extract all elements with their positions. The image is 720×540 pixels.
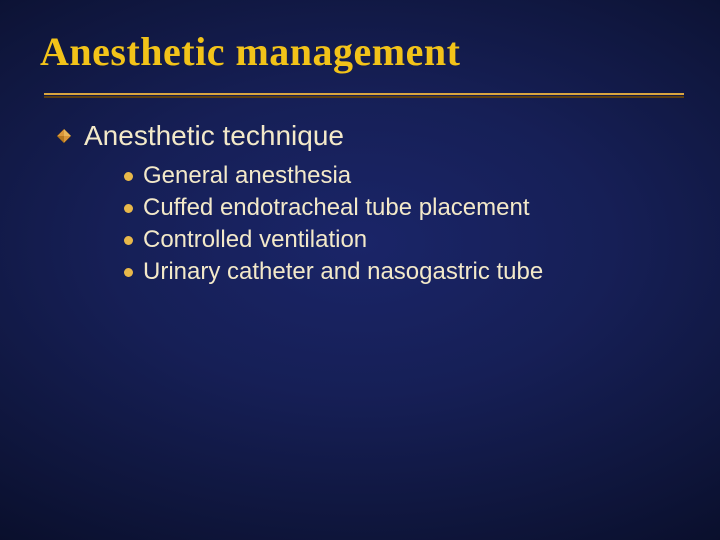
bullet-level1-item: Anesthetic technique	[56, 120, 680, 152]
bullet-level2-item: Controlled ventilation	[124, 226, 680, 254]
disc-bullet-icon	[124, 236, 133, 245]
level1-text: Anesthetic technique	[84, 120, 344, 152]
level2-text: General anesthesia	[143, 162, 351, 190]
disc-bullet-icon	[124, 268, 133, 277]
divider-line-top	[44, 93, 684, 95]
slide-title: Anesthetic management	[40, 28, 680, 75]
divider-line-bottom	[44, 96, 684, 98]
level2-group: General anesthesia Cuffed endotracheal t…	[124, 162, 680, 286]
level2-text: Controlled ventilation	[143, 226, 367, 254]
level2-text: Cuffed endotracheal tube placement	[143, 194, 530, 222]
diamond-bullet-icon	[56, 128, 72, 144]
bullet-level2-item: Cuffed endotracheal tube placement	[124, 194, 680, 222]
bullet-level2-item: General anesthesia	[124, 162, 680, 190]
bullet-level2-item: Urinary catheter and nasogastric tube	[124, 258, 680, 286]
content-area: Anesthetic technique General anesthesia …	[40, 120, 680, 286]
title-divider	[44, 93, 684, 96]
disc-bullet-icon	[124, 172, 133, 181]
level2-text: Urinary catheter and nasogastric tube	[143, 258, 543, 286]
slide-container: Anesthetic management Anesthetic techniq…	[0, 0, 720, 540]
disc-bullet-icon	[124, 204, 133, 213]
